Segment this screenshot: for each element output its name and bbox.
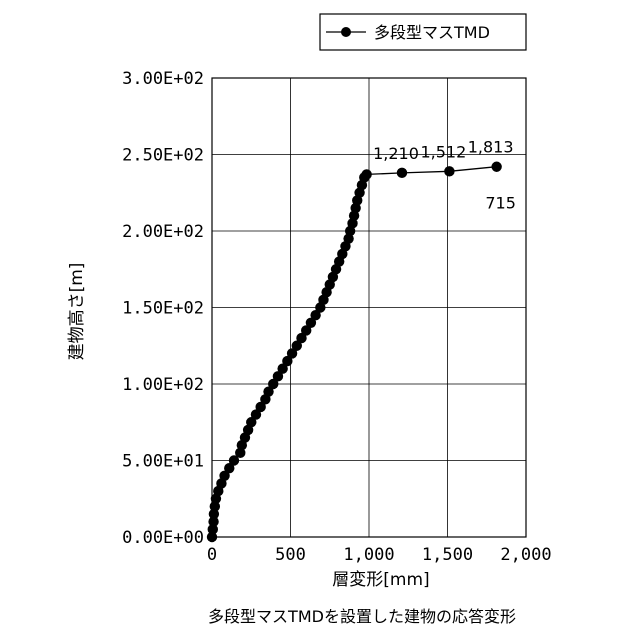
y-tick-label: 0.00E+00 (122, 528, 204, 548)
data-label: 1,512 (420, 142, 466, 161)
y-tick-label: 2.00E+02 (122, 222, 204, 242)
y-tick-label: 2.50E+02 (122, 146, 204, 166)
annotations: 1,2101,5121,813 715 (373, 138, 516, 213)
y-tick-label: 1.50E+02 (122, 299, 204, 319)
x-tick-label: 0 (207, 545, 217, 565)
data-point (397, 168, 407, 178)
series (207, 162, 502, 543)
x-tick-label: 1,500 (422, 545, 473, 565)
figure-caption: 多段型マスTMDを設置した建物の応答変形 (208, 607, 516, 626)
data-label: 1,813 (468, 138, 514, 157)
data-point (444, 166, 454, 176)
x-axis-ticks: 0 500 1,000 1,500 2,000 (207, 545, 552, 565)
legend-label: 多段型マスTMD (374, 23, 490, 42)
y-tick-label: 1.00E+02 (122, 375, 204, 395)
y-tick-label: 5.00E+01 (122, 452, 204, 472)
legend-marker (341, 27, 351, 37)
data-point (491, 162, 501, 172)
y-axis-title: 建物高さ[m] (67, 263, 87, 361)
y-tick-label: 3.00E+02 (122, 69, 204, 89)
data-label: 1,210 (373, 144, 419, 163)
legend: 多段型マスTMD (320, 14, 526, 50)
y-axis-ticks: 0.00E+00 5.00E+01 1.00E+02 1.50E+02 2.00E+02… (122, 69, 204, 548)
x-tick-label: 1,000 (343, 545, 394, 565)
data-label: 715 (485, 194, 516, 213)
data-point (361, 169, 371, 179)
x-axis-title: 層変形[mm] (332, 570, 429, 590)
x-tick-label: 500 (275, 545, 306, 565)
x-tick-label: 2,000 (500, 545, 551, 565)
